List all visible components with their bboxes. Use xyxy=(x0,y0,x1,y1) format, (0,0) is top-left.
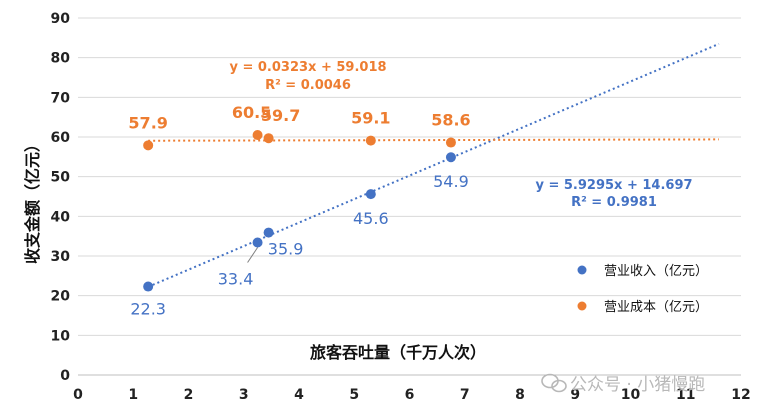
legend-marker-cost xyxy=(577,301,587,311)
trend-equation-revenue: y = 5.9295x + 14.697 R² = 0.9981 xyxy=(535,178,692,210)
data-point-revenue xyxy=(143,281,154,292)
x-tick-label: 1 xyxy=(128,387,138,403)
x-tick-label: 7 xyxy=(460,387,470,403)
data-label-revenue: 33.4 xyxy=(218,270,254,289)
y-tick-label: 80 xyxy=(51,51,71,67)
gridlines xyxy=(78,17,741,336)
y-tick-label: 20 xyxy=(51,289,71,305)
data-label-cost: 59.1 xyxy=(351,109,390,128)
data-label-revenue: 35.9 xyxy=(268,240,304,259)
data-label-revenue: 54.9 xyxy=(433,172,469,191)
x-tick-label: 3 xyxy=(239,387,249,403)
equation-cost: y = 0.0323x + 59.018 xyxy=(229,60,386,75)
watermark: 公众号 · 小猪慢跑 xyxy=(541,373,705,395)
data-label-leader xyxy=(247,247,258,263)
data-label-revenue: 45.6 xyxy=(353,209,389,228)
x-tick-label: 2 xyxy=(184,387,194,403)
data-point-revenue xyxy=(445,152,456,163)
trendline-cost xyxy=(148,138,719,142)
y-tick-label: 10 xyxy=(51,328,71,344)
x-tick-label: 10 xyxy=(621,387,641,403)
watermark-text: 公众号 · 小猪慢跑 xyxy=(570,374,705,395)
y-tick-label: 70 xyxy=(51,90,71,106)
data-point-revenue xyxy=(365,189,376,200)
data-point-revenue xyxy=(263,227,274,238)
x-tick-label: 5 xyxy=(349,387,359,403)
data-point-cost xyxy=(252,130,263,141)
x-tick-label: 8 xyxy=(515,387,525,403)
x-tick-label: 11 xyxy=(676,387,695,403)
x-tick-label: 0 xyxy=(73,387,83,403)
wechat-icon xyxy=(541,373,567,393)
data-point-revenue xyxy=(252,237,263,248)
r2-cost: R² = 0.0046 xyxy=(265,78,351,93)
data-point-cost xyxy=(445,137,456,148)
equation-revenue: y = 5.9295x + 14.697 xyxy=(535,178,692,193)
y-axis-title: 收支金额（亿元） xyxy=(23,136,42,264)
data-point-cost xyxy=(143,140,154,151)
r2-revenue: R² = 0.9981 xyxy=(571,195,657,210)
legend-label-cost: 营业成本（亿元） xyxy=(604,300,708,315)
data-points xyxy=(143,130,456,292)
y-tick-label: 50 xyxy=(51,170,71,186)
x-tick-label: 4 xyxy=(294,387,304,403)
data-label-cost: 60.5 xyxy=(232,103,271,122)
y-tick-label: 40 xyxy=(51,209,71,225)
trend-equation-cost: y = 0.0323x + 59.018 R² = 0.0046 xyxy=(229,60,386,93)
data-label-cost: 59.7 xyxy=(261,106,300,125)
trendline-revenue xyxy=(147,42,720,288)
x-tick-label: 12 xyxy=(731,387,750,403)
legend-label-revenue: 营业收入（亿元） xyxy=(604,264,708,279)
legend-marker-revenue xyxy=(577,265,587,275)
y-tick-label: 30 xyxy=(51,249,71,265)
data-label-cost: 58.6 xyxy=(431,111,470,130)
y-tick-label: 0 xyxy=(60,368,70,384)
y-tick-label: 60 xyxy=(51,130,71,146)
x-tick-label: 9 xyxy=(570,387,580,403)
x-tick-label: 6 xyxy=(405,387,415,403)
data-point-cost xyxy=(263,133,274,144)
y-tick-label: 90 xyxy=(51,11,71,27)
x-axis-title: 旅客吞吐量（千万人次） xyxy=(310,343,486,362)
data-label-revenue: 22.3 xyxy=(130,300,166,319)
legend: 营业收入（亿元） 营业成本（亿元） xyxy=(577,264,708,315)
data-labels: 22.3 33.4 35.9 45.6 54.9 57.9 60.559.7 59.1 58.6 xyxy=(128,103,470,319)
data-point-cost xyxy=(365,135,376,146)
data-label-cost: 57.9 xyxy=(128,113,167,132)
trendlines xyxy=(147,42,720,288)
